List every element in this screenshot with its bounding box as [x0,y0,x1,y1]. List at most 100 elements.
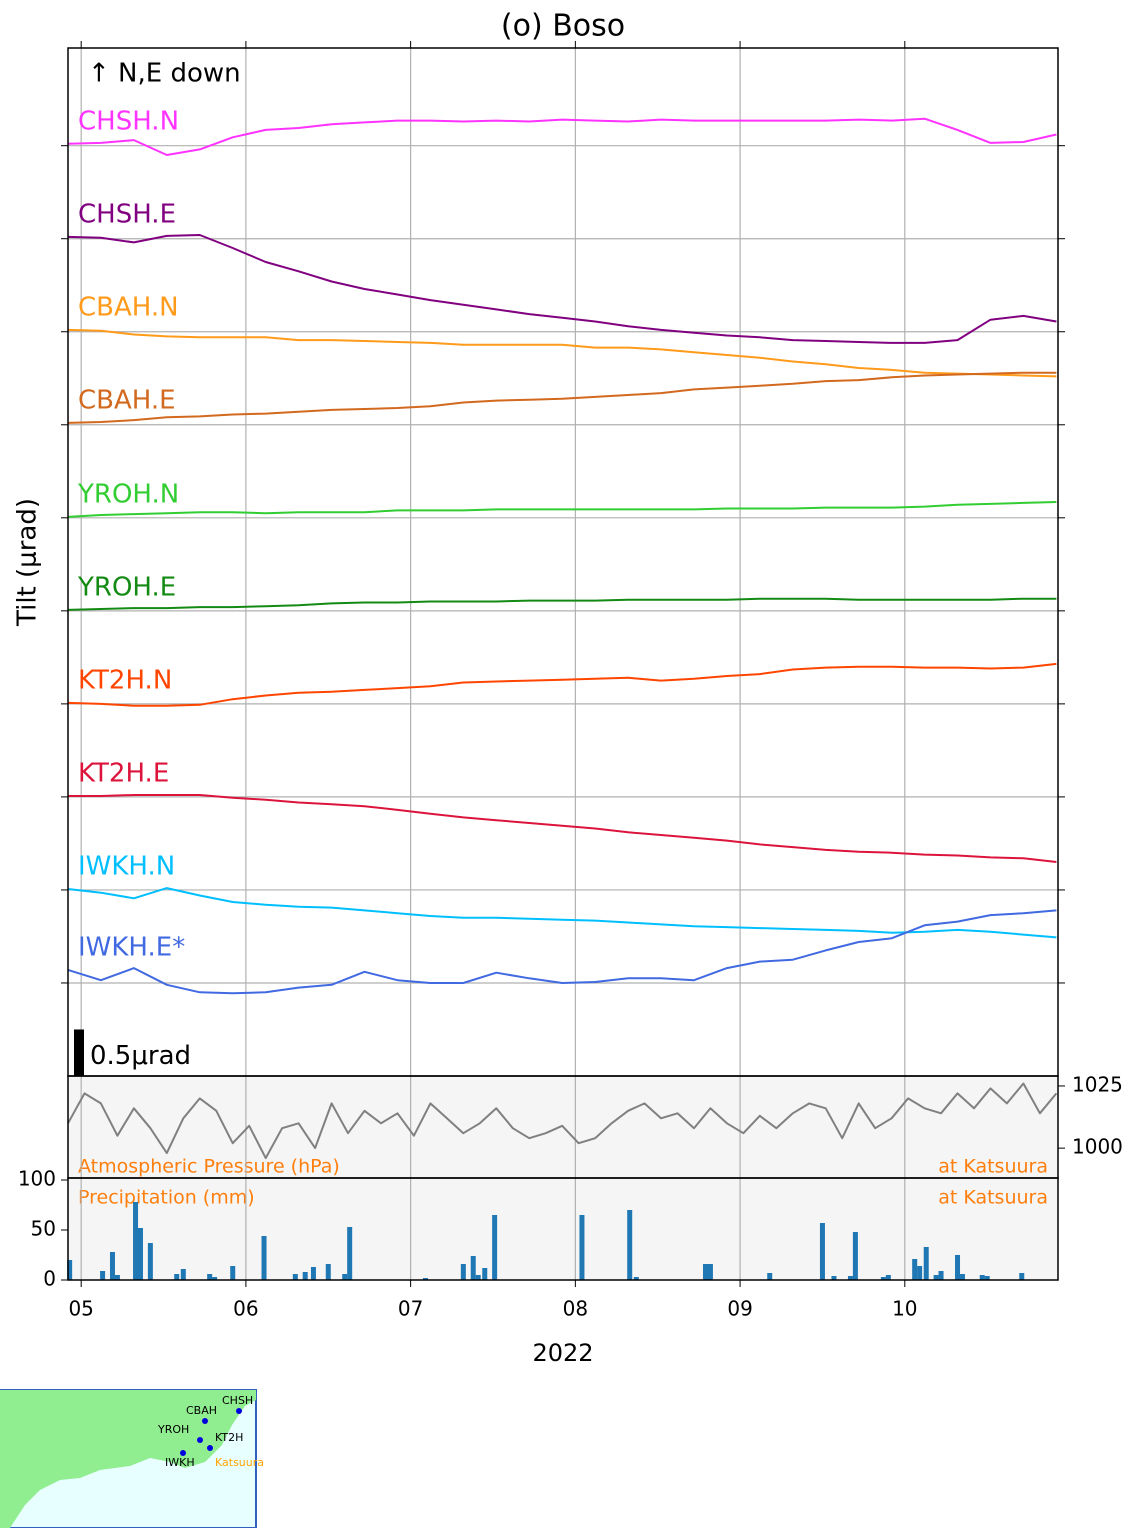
bar [230,1266,236,1280]
bar [422,1278,428,1280]
bar [114,1275,120,1280]
bar [819,1223,825,1280]
bar [342,1274,348,1280]
bar [133,1202,139,1280]
bar [460,1264,466,1280]
series-label: IWKH.E* [78,932,185,962]
x-tick-label: 06 [233,1297,258,1321]
pressure-annotation: Atmospheric Pressure (hPa) [78,1156,340,1178]
series-label: KT2H.N [78,665,172,695]
bar [174,1274,180,1280]
x-tick-label: 05 [68,1297,93,1321]
station-dot [180,1450,186,1456]
x-tick-label: 08 [563,1297,588,1321]
bar [847,1276,853,1280]
bar [310,1267,316,1280]
series-label: YROH.E [77,572,176,602]
station-dot [202,1418,208,1424]
series-line [67,597,1057,611]
bar [1019,1273,1025,1280]
bar [633,1277,639,1280]
bar [702,1264,708,1280]
series-line [67,234,1057,344]
bar [831,1276,837,1280]
station-dot [236,1408,242,1414]
bar [959,1274,965,1280]
series-line [67,371,1057,424]
bar [207,1274,213,1280]
panel-frame [67,1177,1059,1281]
series-line [67,501,1057,518]
bar [492,1215,498,1280]
bar [912,1259,918,1280]
bar [767,1273,773,1280]
x-axis-label: 2022 [532,1339,593,1367]
bar [917,1266,923,1280]
bar [627,1210,633,1280]
series-label: IWKH.N [78,852,175,882]
inset-map [0,1389,257,1528]
station-label: CBAH [186,1404,217,1417]
series-label: CBAH.N [78,292,179,322]
station-label: KT2H [215,1431,243,1444]
bar [933,1275,939,1280]
series-label: CHSH.E [78,199,176,229]
bar [180,1269,186,1280]
y-tick-label: 100 [18,1167,56,1191]
x-tick-label: 10 [892,1297,917,1321]
bar [100,1271,106,1280]
station-label: YROH [157,1423,189,1436]
y-tick-label: 1025 [1072,1072,1123,1096]
bar [955,1255,961,1280]
map-land [0,1390,256,1528]
series-label: CHSH.N [78,106,179,136]
bar [852,1232,858,1280]
bar [302,1272,308,1280]
station-dot [207,1445,213,1451]
y-axis-label: Tilt (μrad) [13,498,43,627]
panel-frame [67,47,1059,1077]
bar [979,1275,985,1280]
y-tick-label: 50 [31,1217,56,1241]
bar [67,1260,73,1280]
scale-bar-label: 0.5μrad [90,1041,191,1071]
bar [292,1274,298,1280]
bar [938,1271,944,1280]
y-tick-label: 0 [43,1267,56,1291]
bar [147,1243,153,1280]
bar [707,1264,713,1280]
bar [109,1252,115,1280]
series-line [67,887,1057,939]
series-label: KT2H.E [78,758,169,788]
bar [261,1236,267,1280]
y-tick-label: 1000 [1072,1135,1123,1159]
bar [482,1268,488,1280]
reference-label: Katsuura [215,1456,264,1469]
bar [470,1256,476,1280]
bar [137,1228,143,1280]
annotation: ↑ N,E down [88,59,241,89]
bar [579,1215,585,1280]
precip-location: at Katsuura [938,1187,1048,1209]
x-tick-label: 09 [727,1297,752,1321]
series-line [67,909,1057,995]
bar [885,1275,891,1280]
chart-title: (o) Boso [501,9,625,44]
series-line [67,1082,1058,1160]
bar [325,1264,331,1280]
bar [475,1275,481,1280]
precip-annotation: Precipitation (mm) [78,1187,255,1209]
station-dot [197,1437,203,1443]
bar [880,1277,886,1280]
scale-bar [74,1029,84,1076]
bar [347,1227,353,1280]
pressure-location: at Katsuura [938,1156,1048,1178]
series-label: CBAH.E [78,385,176,415]
series-line [67,117,1057,156]
series-line [67,662,1057,707]
series-line [67,328,1057,378]
series-label: YROH.N [77,479,179,509]
station-label: IWKH [165,1456,195,1469]
bar [923,1247,929,1280]
